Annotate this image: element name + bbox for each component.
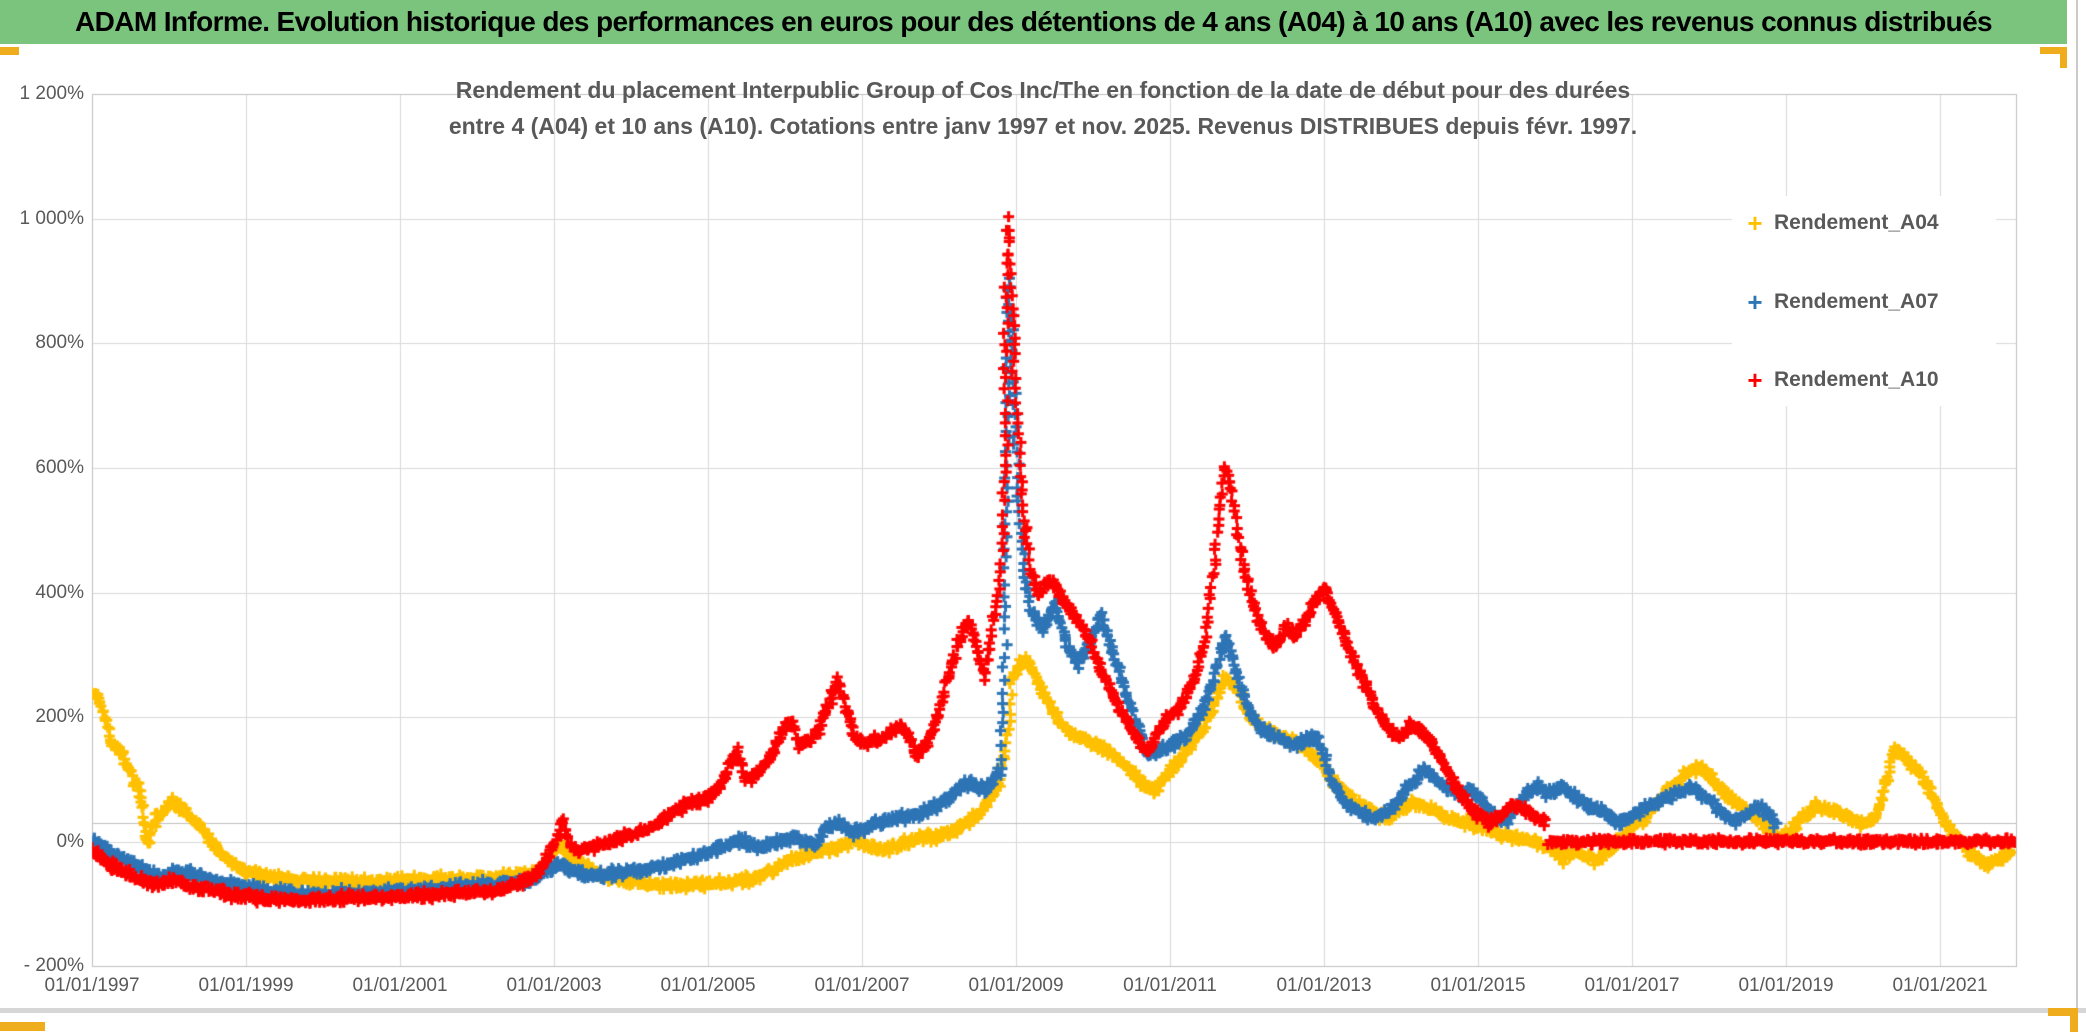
- x-axis-label: 01/01/2013: [1276, 975, 1372, 996]
- y-axis-label: 400%: [35, 582, 84, 603]
- x-axis-label: 01/01/1997: [44, 975, 140, 996]
- header-banner: ADAM Informe. Evolution historique des p…: [0, 0, 2067, 44]
- x-axis-label: 01/01/2005: [660, 975, 756, 996]
- chart-title: Rendement du placement Interpublic Group…: [203, 72, 1883, 144]
- legend-label: Rendement_A04: [1774, 211, 1939, 234]
- chart-title-line1: Rendement du placement Interpublic Group…: [455, 77, 1631, 103]
- selection-handle-bottom-right-v[interactable]: [2070, 1008, 2078, 1032]
- y-axis-label: 800%: [35, 332, 84, 353]
- legend-plus-marker-icon: +: [1747, 208, 1763, 238]
- y-axis-label: 1 000%: [19, 208, 84, 229]
- y-axis-label: 1 200%: [19, 83, 84, 104]
- x-axis-label: 01/01/2021: [1892, 975, 1988, 996]
- x-axis-label: 01/01/2003: [506, 975, 602, 996]
- legend-label: Rendement_A07: [1774, 289, 1939, 313]
- x-axis-label: 01/01/2007: [814, 975, 910, 996]
- legend-plus-marker-icon: +: [1747, 286, 1763, 317]
- y-axis-label: 0%: [56, 831, 84, 852]
- x-axis-label: 01/01/1999: [198, 975, 294, 996]
- legend-label: Rendement_A10: [1774, 368, 1939, 391]
- legend-plus-marker-icon: +: [1747, 365, 1763, 395]
- x-axis-label: 01/01/2015: [1430, 975, 1526, 996]
- chart-frame-bottom-border: [0, 1008, 2086, 1013]
- x-axis-label: 01/01/2017: [1584, 975, 1680, 996]
- y-axis-label: 600%: [35, 457, 84, 478]
- selection-handle-bottom-right-h[interactable]: [2048, 1008, 2078, 1016]
- page-title: ADAM Informe. Evolution historique des p…: [74, 6, 1993, 37]
- selection-handle-top-left[interactable]: [0, 47, 19, 55]
- x-axis-label: 01/01/2009: [968, 975, 1064, 996]
- x-axis-label: 01/01/2001: [352, 975, 448, 996]
- window-right-border: [2076, 0, 2078, 1032]
- legend-item-rendement_a07[interactable]: + Rendement_A07: [1740, 286, 1939, 318]
- selection-handle-top-right-h[interactable]: [2040, 47, 2067, 54]
- x-axis-label: 01/01/2011: [1123, 975, 1217, 996]
- y-axis-label: 200%: [35, 706, 84, 727]
- selection-handle-top-right-v[interactable]: [2060, 47, 2067, 68]
- chart-legend[interactable]: + Rendement_A04 + Rendement_A07 + Rendement_A…: [1732, 196, 1996, 406]
- legend-item-rendement_a04[interactable]: + Rendement_A04: [1740, 207, 1939, 239]
- selection-handle-bottom-left[interactable]: [0, 1022, 45, 1031]
- legend-item-rendement_a10[interactable]: + Rendement_A10: [1740, 364, 1939, 396]
- chart-title-line2: entre 4 (A04) et 10 ans (A10). Cotations…: [448, 113, 1638, 139]
- y-axis-label: - 200%: [23, 955, 84, 976]
- x-axis-label: 01/01/2019: [1738, 975, 1834, 996]
